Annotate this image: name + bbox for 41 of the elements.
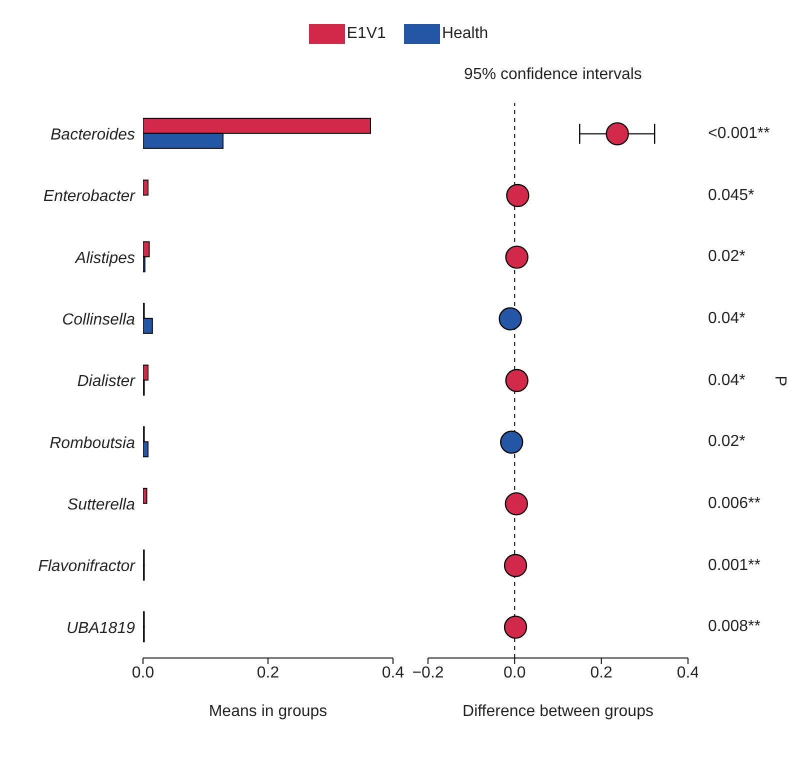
bar [143, 488, 148, 504]
point [504, 554, 528, 578]
point [505, 368, 528, 392]
point [505, 246, 528, 269]
point [500, 430, 524, 454]
y-tick-label: Bacteroides [50, 126, 135, 144]
x-tick-label: 0.4 [382, 664, 404, 682]
point [504, 492, 528, 516]
text: 0.04* [708, 370, 746, 390]
chart-title: 95% confidence intervals [463, 66, 643, 84]
x-tick-label: 0.0 [504, 664, 526, 682]
x-tick-label: −0.2 [412, 664, 444, 682]
text: 0.04* [708, 308, 746, 329]
legend-label: E1V1 [346, 24, 386, 44]
bar [143, 180, 148, 196]
point [606, 122, 629, 146]
x-tick-label: 0.2 [590, 664, 613, 682]
y-tick-label: Collinsella [62, 312, 136, 329]
y-tick-label: Alistipes [74, 250, 135, 267]
y-tick-label: UBA1819 [66, 620, 136, 637]
x-axis-title: Difference between groups [462, 703, 654, 720]
point [506, 184, 530, 208]
text: 0.02* [708, 432, 746, 452]
text: 0.045* [708, 186, 754, 206]
point [504, 616, 528, 639]
x-tick-label: 0.2 [256, 664, 280, 682]
text: 0.006** [708, 494, 760, 514]
text: 0.02* [708, 247, 746, 268]
legend-label: Health [440, 24, 488, 44]
point [498, 307, 522, 330]
y-tick-label: Romboutsia [50, 434, 136, 452]
y-tick-label: Dialister [77, 373, 136, 390]
y-tick-label: Sutterella [67, 496, 136, 514]
y-tick-label: Enterobacter [43, 188, 136, 206]
y2-axis-title: P [770, 375, 790, 386]
text: <0.001** [708, 124, 770, 144]
y-tick-label: Flavonifractor [38, 558, 136, 576]
text: 0.001** [708, 556, 760, 576]
text: 0.008** [708, 617, 760, 638]
x-axis-title: Means in groups [208, 703, 328, 720]
x-tick-label: 0.0 [132, 664, 154, 682]
